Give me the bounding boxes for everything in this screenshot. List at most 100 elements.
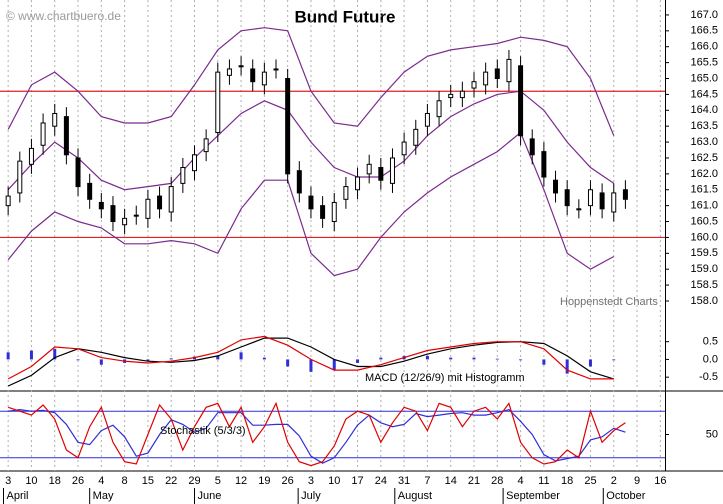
candle-body	[529, 138, 535, 156]
candle-body	[424, 112, 430, 127]
x-tick-label: 2	[611, 475, 617, 487]
histogram-bar	[332, 359, 336, 371]
x-tick-label: 26	[282, 475, 294, 487]
x-tick-label: 19	[258, 475, 270, 487]
histogram-bar	[472, 357, 476, 360]
histogram-bar	[76, 359, 80, 361]
candle-body	[553, 179, 559, 194]
chart-title: Bund Future	[294, 7, 395, 26]
x-tick-label: 10	[25, 475, 37, 487]
candle-body	[587, 189, 593, 207]
histogram-bar	[99, 359, 103, 365]
x-tick-label: 10	[328, 475, 340, 487]
x-tick-label: 16	[654, 475, 666, 487]
candle-body	[576, 208, 582, 211]
x-tick-label: 11	[538, 475, 549, 487]
histogram-bar	[53, 348, 57, 360]
stochastic-line	[8, 401, 626, 467]
candle-body	[331, 201, 337, 223]
candle-body	[110, 205, 116, 223]
month-label: October	[606, 490, 645, 502]
candle-body	[75, 157, 81, 188]
x-tick-label: 7	[424, 475, 430, 487]
candle-body	[226, 68, 232, 76]
histogram-bar	[29, 350, 33, 360]
candle-body	[343, 186, 349, 200]
candle-body	[98, 201, 104, 210]
x-tick-label: 9	[634, 475, 640, 487]
candle-body	[389, 157, 395, 184]
candle-body	[506, 58, 512, 83]
candle-body	[63, 116, 69, 156]
watermark: © www.chartbuero.de	[6, 9, 121, 23]
y-tick-label: -0.5	[699, 371, 718, 383]
x-tick-label: 18	[561, 475, 573, 487]
y-tick-label: 0.0	[703, 353, 718, 365]
candle-body	[366, 163, 372, 175]
month-label: April	[6, 490, 28, 502]
candle-body	[355, 176, 361, 191]
x-tick-label: 29	[188, 475, 200, 487]
x-tick-label: 12	[235, 475, 247, 487]
y-tick-label: 164.5	[690, 88, 718, 100]
histogram-bar	[216, 355, 220, 360]
histogram-bar	[286, 359, 290, 367]
candle-body	[518, 65, 524, 137]
candle-body	[191, 154, 197, 172]
x-tick-label: 21	[468, 475, 480, 487]
histogram-bar	[425, 355, 429, 360]
histogram-bar	[169, 358, 173, 360]
candle-body	[157, 195, 163, 210]
histogram-bar	[309, 359, 313, 372]
candle-body	[40, 122, 46, 146]
y-tick-label: 158.0	[690, 295, 718, 307]
x-tick-label: 28	[491, 475, 503, 487]
candle-body	[180, 167, 186, 184]
y-tick-label: 162.5	[690, 152, 718, 164]
x-tick-label: 25	[584, 475, 596, 487]
y-tick-label: 166.0	[690, 41, 718, 53]
band-line	[7, 90, 615, 191]
source-note: Hoppenstedt Charts	[560, 296, 658, 308]
histogram-bar	[449, 357, 453, 360]
x-tick-label: 18	[49, 475, 61, 487]
histogram-bar	[495, 358, 499, 360]
macd-line	[7, 335, 614, 380]
candle-body	[599, 192, 605, 210]
x-tick-label: 14	[445, 475, 457, 487]
histogram-bar	[588, 359, 592, 367]
candle-body	[133, 214, 139, 217]
month-label: August	[398, 490, 432, 502]
candle-body	[401, 141, 407, 156]
x-tick-label: 24	[375, 475, 387, 487]
candle-body	[145, 198, 151, 219]
indicator-label: Stochastik (5/3/3)	[160, 425, 246, 437]
candle-body	[250, 68, 256, 83]
y-tick-label: 161.5	[690, 184, 718, 196]
candle-body	[483, 71, 489, 86]
month-label: June	[197, 490, 221, 502]
y-tick-label: 167.0	[690, 9, 718, 21]
y-tick-label: 159.5	[690, 247, 718, 259]
candle-body	[611, 192, 617, 213]
stochastic-line	[8, 408, 626, 464]
x-tick-label: 22	[165, 475, 177, 487]
x-tick-label: 17	[351, 475, 363, 487]
month-label: July	[301, 490, 321, 502]
x-tick-label: 15	[142, 475, 154, 487]
candle-body	[296, 170, 302, 194]
candle-body	[87, 182, 93, 200]
y-tick-label: 160.5	[690, 215, 718, 227]
indicator-label: MACD (12/26/9) mit Histogramm	[365, 372, 525, 384]
histogram-bar	[565, 359, 569, 374]
band-line	[7, 27, 615, 136]
histogram-bar	[239, 352, 243, 360]
candle-body	[17, 160, 23, 194]
y-tick-label: 159.0	[690, 263, 718, 275]
candle-body	[168, 186, 174, 213]
candle-body	[285, 78, 291, 175]
histogram-bar	[262, 357, 266, 360]
band-line	[7, 131, 615, 277]
candle-body	[471, 81, 477, 89]
